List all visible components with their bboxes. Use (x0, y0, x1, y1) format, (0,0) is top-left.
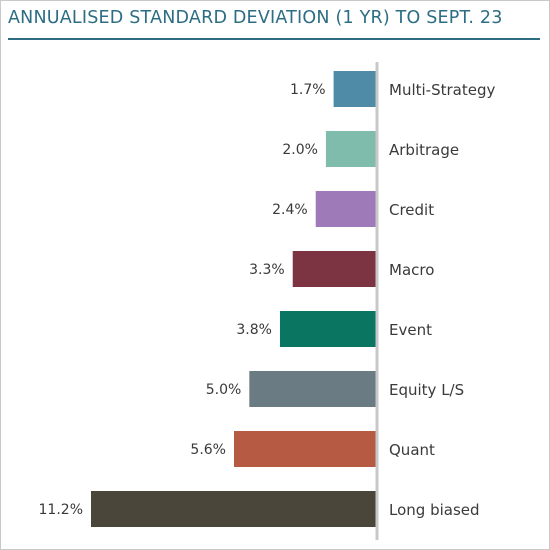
bar-quant (234, 431, 377, 467)
value-label: 5.6% (190, 442, 226, 458)
bar-equity-l-s (249, 371, 377, 407)
bar-event (279, 311, 377, 347)
value-label: 5.0% (206, 382, 242, 398)
value-label: 3.8% (236, 322, 272, 338)
bar-credit (315, 191, 377, 227)
bar-multi-strategy (333, 71, 377, 107)
category-label: Multi-Strategy (389, 81, 495, 99)
category-label: Credit (389, 201, 434, 219)
category-label: Equity L/S (389, 381, 464, 399)
bar-long-biased (91, 491, 377, 527)
value-label: 3.3% (249, 262, 285, 278)
bar-macro (292, 251, 377, 287)
value-label: 1.7% (290, 82, 326, 98)
category-label: Event (389, 321, 432, 339)
title-divider (8, 38, 540, 40)
category-label: Quant (389, 441, 435, 459)
value-label: 2.4% (272, 202, 308, 218)
chart-title: ANNUALISED STANDARD DEVIATION (1 YR) TO … (8, 8, 503, 28)
value-label: 2.0% (282, 142, 318, 158)
category-label: Long biased (389, 501, 480, 519)
value-label: 11.2% (39, 502, 83, 518)
bar-arbitrage (325, 131, 377, 167)
category-label: Macro (389, 261, 434, 279)
category-label: Arbitrage (389, 141, 459, 159)
